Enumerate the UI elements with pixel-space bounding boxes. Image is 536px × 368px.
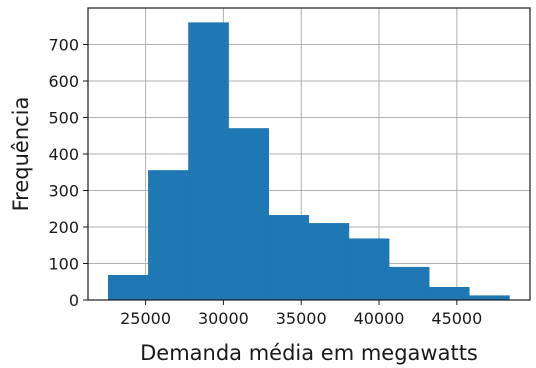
x-axis-label: Demanda média em megawatts [140, 341, 478, 365]
bars-layer [107, 22, 510, 301]
histogram-bar-3 [188, 22, 229, 301]
histogram-bar-1 [107, 274, 149, 301]
y-axis-label: Frequência [9, 97, 33, 212]
x-tick-label: 25000 [120, 309, 171, 328]
y-tick-label: 300 [48, 182, 79, 201]
histogram-bar-2 [148, 170, 189, 301]
ticks-layer: 25000 30000 35000 40000 45000 0 100 200 300 400 50… [48, 36, 482, 329]
y-tick-label: 400 [48, 145, 79, 164]
histogram-bar-10 [469, 295, 510, 301]
histogram-bar-5 [268, 215, 310, 301]
histogram-bar-7 [348, 238, 390, 301]
histogram-bar-9 [428, 286, 470, 301]
histogram-bar-4 [228, 128, 269, 301]
y-tick-label: 600 [48, 72, 79, 91]
x-tick-label: 45000 [431, 309, 482, 328]
x-tick-label: 30000 [198, 309, 249, 328]
y-tick-label: 100 [48, 255, 79, 274]
y-tick-label: 700 [48, 36, 79, 55]
y-tick-label: 0 [69, 291, 79, 310]
x-tick-label: 40000 [354, 309, 405, 328]
y-tick-label: 200 [48, 218, 79, 237]
y-tick-label: 500 [48, 109, 79, 128]
histogram-bar-8 [388, 266, 430, 301]
histogram-bar-6 [308, 223, 350, 301]
x-tick-label: 35000 [276, 309, 327, 328]
